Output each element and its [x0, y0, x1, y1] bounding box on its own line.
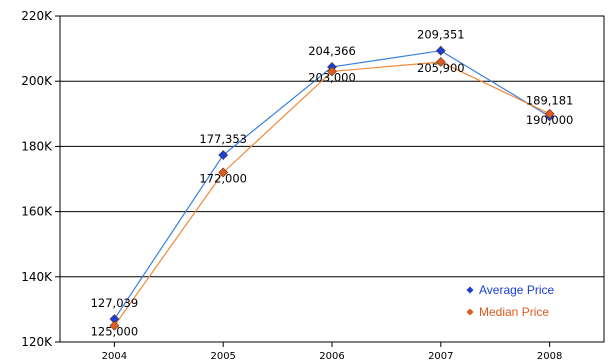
gridlines [60, 80, 604, 278]
legend-label: Average Price [479, 283, 554, 297]
data-point [435, 57, 446, 67]
y-tick-label: 160K [21, 205, 53, 219]
y-tick-label: 200K [21, 74, 53, 88]
series-layer [109, 45, 555, 331]
data-point [218, 167, 229, 178]
data-label: 127,039 [91, 296, 139, 310]
y-tick-label: 220K [21, 9, 53, 23]
y-tick-label: 140K [21, 270, 53, 284]
x-tick-label: 2008 [537, 351, 562, 360]
data-label: 204,366 [308, 44, 356, 58]
data-label: 189,181 [526, 93, 574, 107]
legend-marker [466, 308, 474, 316]
series-line-0 [113, 50, 550, 320]
axis-labels: 120K 140K 160K 180K 200K 220K 2004 2005 2006 2007… [21, 9, 562, 360]
data-point [327, 66, 337, 77]
data-point [544, 108, 555, 119]
x-tick-label: 2007 [428, 351, 453, 360]
data-label: 125,000 [91, 325, 139, 339]
legend: Average Price Median Price [466, 283, 554, 319]
data-label: 203,000 [308, 70, 356, 84]
data-label: 205,900 [417, 61, 465, 75]
data-label: 209,351 [417, 28, 465, 42]
data-point [109, 320, 120, 331]
data-labels: 127,039 177,353 204,366 209,351 189,181 125,0… [91, 28, 574, 339]
data-label: 190,000 [526, 113, 574, 127]
x-tick-label: 2004 [102, 351, 127, 360]
legend-marker [466, 286, 474, 294]
legend-label: Median Price [479, 305, 549, 319]
x-tick-label: 2006 [319, 351, 344, 360]
data-label: 177,353 [199, 132, 247, 146]
data-point [435, 45, 446, 56]
x-tick-label: 2005 [210, 351, 235, 360]
y-tick-label: 180K [21, 139, 53, 153]
data-label: 172,000 [199, 171, 247, 185]
y-tick-label: 120K [21, 335, 53, 349]
data-point [218, 150, 229, 160]
